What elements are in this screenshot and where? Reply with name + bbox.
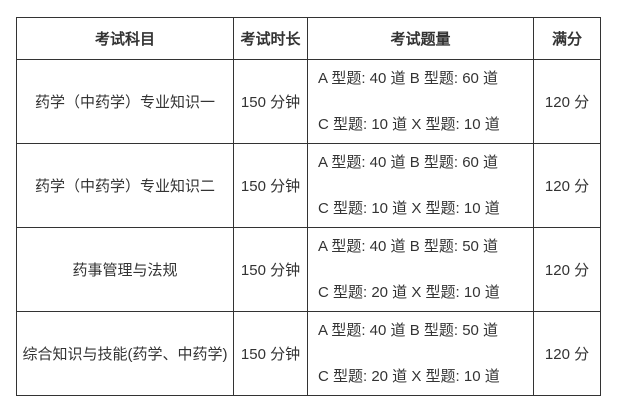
subject-cell: 综合知识与技能(药学、中药学)	[16, 311, 234, 396]
header-questions: 考试题量	[307, 17, 534, 60]
subject-cell: 药学（中药学）专业知识二	[16, 143, 234, 228]
questions-line-1: A 型题: 40 道 B 型题: 50 道	[318, 237, 499, 255]
header-score: 满分	[533, 17, 601, 60]
questions-line-2: C 型题: 20 道 X 型题: 10 道	[318, 367, 500, 385]
duration-cell: 150 分钟	[233, 227, 308, 312]
score-cell: 120 分	[533, 227, 601, 312]
table-row: 药学（中药学）专业知识二 150 分钟 A 型题: 40 道 B 型题: 60 …	[16, 143, 601, 228]
questions-cell: A 型题: 40 道 B 型题: 60 道 C 型题: 10 道 X 型题: 1…	[307, 59, 534, 144]
questions-line-2: C 型题: 20 道 X 型题: 10 道	[318, 283, 500, 301]
duration-cell: 150 分钟	[233, 143, 308, 228]
table-row: 药事管理与法规 150 分钟 A 型题: 40 道 B 型题: 50 道 C 型…	[16, 227, 601, 312]
score-cell: 120 分	[533, 143, 601, 228]
duration-cell: 150 分钟	[233, 59, 308, 144]
questions-line-1: A 型题: 40 道 B 型题: 60 道	[318, 69, 499, 87]
header-row: 考试科目 考试时长 考试题量 满分	[16, 17, 601, 60]
subject-cell: 药事管理与法规	[16, 227, 234, 312]
exam-schedule-table: 考试科目 考试时长 考试题量 满分 药学（中药学）专业知识一 150 分钟 A …	[16, 17, 601, 396]
questions-cell: A 型题: 40 道 B 型题: 60 道 C 型题: 10 道 X 型题: 1…	[307, 143, 534, 228]
header-duration: 考试时长	[233, 17, 308, 60]
score-cell: 120 分	[533, 59, 601, 144]
questions-cell: A 型题: 40 道 B 型题: 50 道 C 型题: 20 道 X 型题: 1…	[307, 311, 534, 396]
questions-cell: A 型题: 40 道 B 型题: 50 道 C 型题: 20 道 X 型题: 1…	[307, 227, 534, 312]
questions-line-2: C 型题: 10 道 X 型题: 10 道	[318, 199, 500, 217]
questions-line-1: A 型题: 40 道 B 型题: 50 道	[318, 321, 499, 339]
table-row: 综合知识与技能(药学、中药学) 150 分钟 A 型题: 40 道 B 型题: …	[16, 311, 601, 396]
subject-cell: 药学（中药学）专业知识一	[16, 59, 234, 144]
score-cell: 120 分	[533, 311, 601, 396]
header-subject: 考试科目	[16, 17, 234, 60]
table-row: 药学（中药学）专业知识一 150 分钟 A 型题: 40 道 B 型题: 60 …	[16, 59, 601, 144]
questions-line-1: A 型题: 40 道 B 型题: 60 道	[318, 153, 499, 171]
questions-line-2: C 型题: 10 道 X 型题: 10 道	[318, 115, 500, 133]
duration-cell: 150 分钟	[233, 311, 308, 396]
